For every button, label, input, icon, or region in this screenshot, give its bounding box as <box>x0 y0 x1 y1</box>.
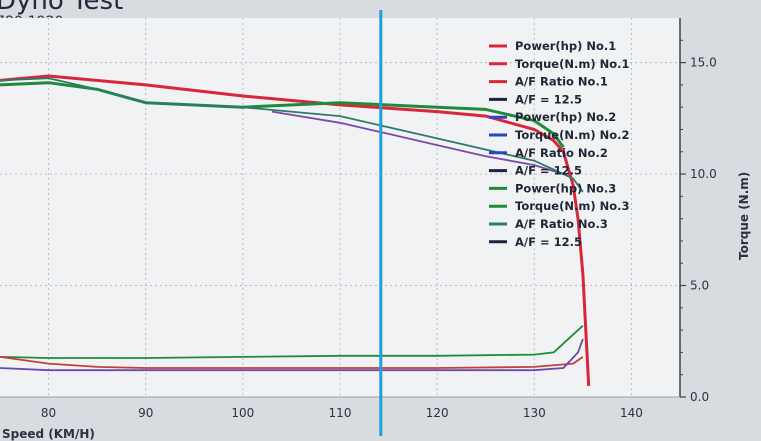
series-line <box>0 338 584 372</box>
y-tick-label: 10.0 <box>690 167 717 181</box>
x-tick-label: 110 <box>329 406 352 420</box>
series-line <box>0 356 584 369</box>
legend-label: Torque(N.m) No.2 <box>515 128 630 142</box>
x-tick-label: 130 <box>523 406 546 420</box>
series-line <box>0 325 584 359</box>
x-tick-label: 140 <box>620 406 643 420</box>
y-tick-label: 15.0 <box>690 56 717 70</box>
y-axis-label: Torque (N.m) <box>737 172 751 260</box>
x-tick-label: 80 <box>41 406 56 420</box>
legend-label: A/F Ratio No.1 <box>515 75 608 89</box>
series-line <box>271 110 564 175</box>
legend-label: A/F = 12.5 <box>515 164 582 178</box>
legend-label: A/F = 12.5 <box>515 92 582 106</box>
legend-label: A/F = 12.5 <box>515 235 582 249</box>
legend-label: Torque(N.m) No.3 <box>515 199 630 213</box>
y-tick-label: 5.0 <box>690 279 709 293</box>
legend-label: Power(hp) No.2 <box>515 110 616 124</box>
y-tick-label: 0.0 <box>690 390 709 404</box>
series-line <box>0 81 565 149</box>
chart-title: Dyno Test <box>0 0 124 16</box>
legend-label: Power(hp) No.1 <box>515 39 616 53</box>
x-tick-label: 90 <box>138 406 153 420</box>
series-line <box>0 74 591 386</box>
legend-label: A/F Ratio No.2 <box>515 146 608 160</box>
legend-label: A/F Ratio No.3 <box>515 217 608 231</box>
legend-label: Torque(N.m) No.1 <box>515 57 630 71</box>
x-tick-label: 120 <box>426 406 449 420</box>
series-line <box>0 77 584 193</box>
x-tick-label: 100 <box>231 406 254 420</box>
x-axis-label: Speed (KM/H) <box>2 427 95 441</box>
legend-label: Power(hp) No.3 <box>515 181 616 195</box>
